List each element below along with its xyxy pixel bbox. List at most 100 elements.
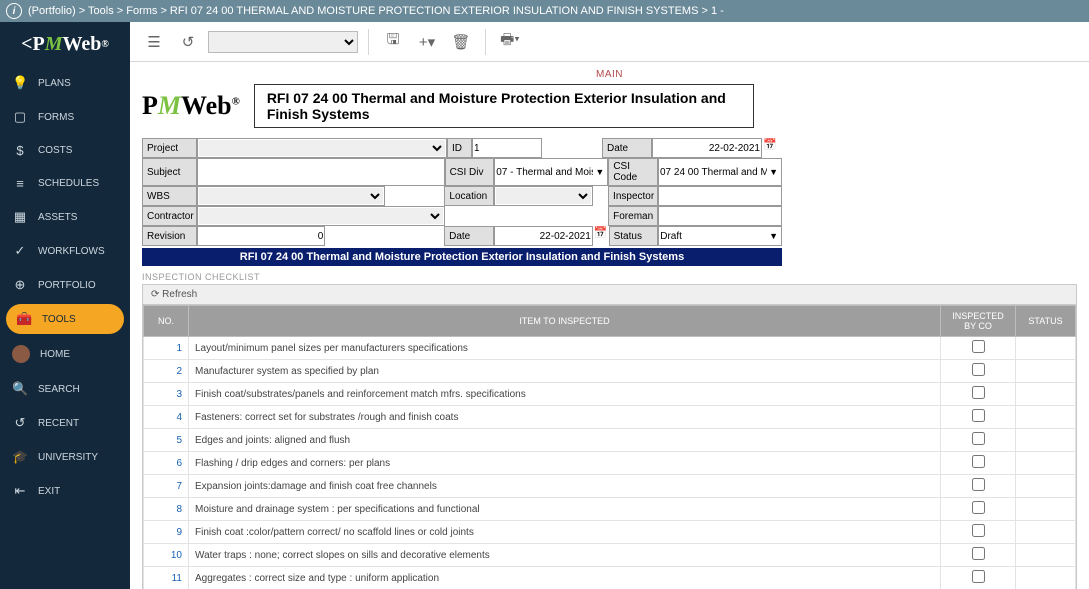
calendar-icon[interactable]: 📅 <box>593 226 609 246</box>
sidebar-item-exit[interactable]: ⇤Exit <box>0 474 130 508</box>
table-row[interactable]: 9Finish coat :color/pattern correct/ no … <box>144 521 1076 544</box>
sidebar-item-plans[interactable]: 💡Plans <box>0 66 130 100</box>
schedules-icon: ≡ <box>12 176 28 191</box>
sidebar-item-workflows[interactable]: ✓Workflows <box>0 234 130 268</box>
row-item: Fasteners: correct set for substrates /r… <box>189 406 941 429</box>
table-row[interactable]: 5Edges and joints: aligned and flush <box>144 429 1076 452</box>
wbs-select[interactable] <box>199 188 383 204</box>
add-icon[interactable]: +▾ <box>413 28 441 56</box>
sidebar-item-schedules[interactable]: ≡ Schedules <box>0 167 130 200</box>
table-row[interactable]: 1Layout/minimum panel sizes per manufact… <box>144 337 1076 360</box>
inspected-checkbox[interactable] <box>972 570 985 583</box>
university-icon: 🎓 <box>12 449 28 465</box>
table-row[interactable]: 10Water traps : none; correct slopes on … <box>144 544 1076 567</box>
table-row[interactable]: 4Fasteners: correct set for substrates /… <box>144 406 1076 429</box>
row-inspected[interactable] <box>941 475 1016 498</box>
history-icon[interactable]: ↺ <box>174 28 202 56</box>
status-input[interactable] <box>660 228 767 244</box>
col-no: No. <box>144 306 189 337</box>
row-status <box>1016 567 1076 589</box>
date-input[interactable] <box>654 140 760 156</box>
sidebar: <PMWeb® 💡Plans▢Forms$Costs ≡ Schedules ▦Ass… <box>0 22 130 589</box>
print-icon[interactable]: 🖶▾ <box>496 28 524 56</box>
revision-input[interactable] <box>199 228 324 244</box>
row-number: 7 <box>144 475 189 498</box>
row-inspected[interactable] <box>941 429 1016 452</box>
inspected-checkbox[interactable] <box>972 386 985 399</box>
location-select[interactable] <box>496 188 591 204</box>
table-row[interactable]: 11Aggregates : correct size and type : u… <box>144 567 1076 589</box>
toolbar-select[interactable] <box>208 31 358 53</box>
inspected-checkbox[interactable] <box>972 409 985 422</box>
section-title: Inspection Checklist <box>142 272 1077 282</box>
label-subject: Subject <box>142 158 197 186</box>
foreman-input[interactable] <box>660 208 780 224</box>
delete-icon[interactable]: 🗑 <box>447 28 475 56</box>
row-inspected[interactable] <box>941 452 1016 475</box>
row-inspected[interactable] <box>941 567 1016 589</box>
sidebar-item-search[interactable]: 🔍 Search <box>0 372 130 406</box>
sidebar-item-university[interactable]: 🎓 University <box>0 440 130 474</box>
row-inspected[interactable] <box>941 498 1016 521</box>
calendar-icon[interactable]: 📅 <box>762 138 778 158</box>
sidebar-item-label: University <box>38 452 98 463</box>
table-row[interactable]: 7Expansion joints:damage and finish coat… <box>144 475 1076 498</box>
sidebar-item-forms[interactable]: ▢Forms <box>0 100 130 134</box>
costs-icon: $ <box>12 143 28 158</box>
label-foreman: Foreman <box>608 206 658 226</box>
inspected-checkbox[interactable] <box>972 478 985 491</box>
row-item: Manufacturer system as specified by plan <box>189 360 941 383</box>
sidebar-item-portfolio[interactable]: ⊕Portfolio <box>0 268 130 302</box>
inspected-checkbox[interactable] <box>972 501 985 514</box>
row-item: Finish coat/substrates/panels and reinfo… <box>189 383 941 406</box>
row-inspected[interactable] <box>941 406 1016 429</box>
contractor-select[interactable] <box>199 208 443 224</box>
row-inspected[interactable] <box>941 544 1016 567</box>
inspector-input[interactable] <box>660 188 780 204</box>
row-inspected[interactable] <box>941 337 1016 360</box>
row-number: 1 <box>144 337 189 360</box>
inspected-checkbox[interactable] <box>972 455 985 468</box>
search-icon: 🔍 <box>12 381 28 397</box>
list-icon[interactable]: ☰ <box>140 28 168 56</box>
table-row[interactable]: 6Flashing / drip edges and corners: per … <box>144 452 1076 475</box>
row-item: Moisture and drainage system : per speci… <box>189 498 941 521</box>
sidebar-item-recent[interactable]: ↺Recent <box>0 406 130 440</box>
label-id: ID <box>447 138 472 158</box>
main-tab[interactable]: MAIN <box>130 62 1089 84</box>
subject-input[interactable] <box>199 164 443 180</box>
csidiv-input[interactable] <box>496 164 593 180</box>
inspected-checkbox[interactable] <box>972 363 985 376</box>
sidebar-item-assets[interactable]: ▦Assets <box>0 200 130 234</box>
sidebar-item-costs[interactable]: $Costs <box>0 134 130 167</box>
row-status <box>1016 475 1076 498</box>
sidebar-item-label: Search <box>38 384 80 395</box>
table-row[interactable]: 8Moisture and drainage system : per spec… <box>144 498 1076 521</box>
row-status <box>1016 406 1076 429</box>
row-number: 11 <box>144 567 189 589</box>
id-input[interactable] <box>474 140 540 156</box>
inspected-checkbox[interactable] <box>972 547 985 560</box>
inspected-checkbox[interactable] <box>972 432 985 445</box>
inspected-checkbox[interactable] <box>972 340 985 353</box>
info-icon[interactable]: i <box>6 3 22 19</box>
project-select[interactable] <box>199 140 445 156</box>
refresh-button[interactable]: ⟳ Refresh <box>151 289 197 300</box>
table-row[interactable]: 2Manufacturer system as specified by pla… <box>144 360 1076 383</box>
sidebar-item-label: Forms <box>38 112 74 123</box>
recent-icon: ↺ <box>12 415 28 431</box>
row-inspected[interactable] <box>941 521 1016 544</box>
inspected-checkbox[interactable] <box>972 524 985 537</box>
sidebar-item-label: Schedules <box>38 178 99 189</box>
row-inspected[interactable] <box>941 383 1016 406</box>
csicode-input[interactable] <box>660 164 767 180</box>
row-inspected[interactable] <box>941 360 1016 383</box>
app-logo: <PMWeb® <box>0 22 130 66</box>
label-csidiv: CSI Div <box>445 158 495 186</box>
save-icon[interactable]: 🖫 <box>379 28 407 56</box>
date2-input[interactable] <box>496 228 591 244</box>
sidebar-item-home[interactable]: Home <box>0 336 130 372</box>
row-item: Aggregates : correct size and type : uni… <box>189 567 941 589</box>
sidebar-item-tools[interactable]: 🧰Tools <box>6 304 124 334</box>
table-row[interactable]: 3Finish coat/substrates/panels and reinf… <box>144 383 1076 406</box>
